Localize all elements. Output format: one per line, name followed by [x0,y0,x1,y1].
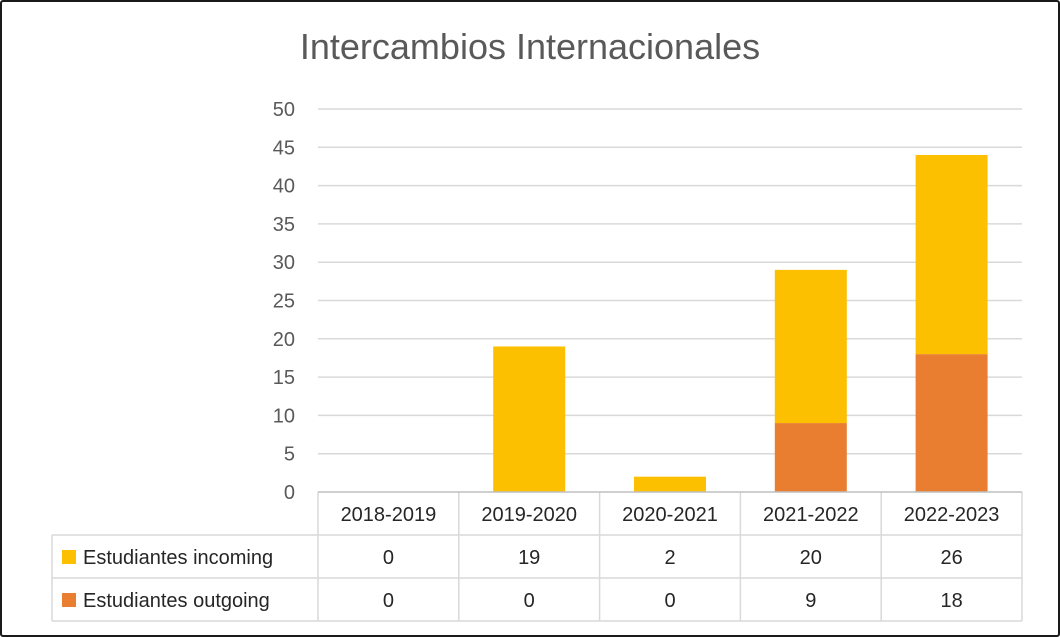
table-cell-value: 19 [518,547,540,569]
bar-incoming-2020-2021 [634,476,706,492]
y-tick-label: 5 [284,444,295,466]
bar-incoming-2021-2022 [774,269,847,424]
legend-swatch [62,593,76,607]
bar-incoming-2019-2020 [493,346,566,492]
legend-label: Estudiantes outgoing [83,590,270,612]
table-cell-value: 2 [664,547,675,569]
bar-incoming-2022-2023 [915,154,988,355]
y-tick-label: 30 [273,252,295,274]
x-tick-label: 2022-2023 [904,504,1000,526]
bar-outgoing-2021-2022 [774,423,847,492]
y-tick-label: 15 [273,367,295,389]
y-tick-label: 40 [273,176,295,198]
y-tick-label: 10 [273,405,295,427]
table-cell-value: 0 [664,590,675,612]
legend-label: Estudiantes incoming [83,547,273,569]
x-tick-label: 2019-2020 [481,504,577,526]
x-tick-label: 2021-2022 [763,504,859,526]
table-cell-value: 18 [940,590,962,612]
y-tick-label: 45 [273,137,295,159]
x-tick-label: 2020-2021 [622,504,718,526]
y-tick-label: 25 [273,291,295,313]
table-cell-value: 20 [800,547,822,569]
y-tick-label: 35 [273,214,295,236]
table-cell-value: 0 [383,547,394,569]
table-cell-value: 9 [805,590,816,612]
bar-outgoing-2022-2023 [915,354,988,492]
legend-swatch [62,550,76,564]
y-tick-label: 20 [273,329,295,351]
table-cell-value: 0 [383,590,394,612]
chart-title: Intercambios Internacionales [299,26,761,67]
table-cell-value: 26 [940,547,962,569]
y-tick-label: 0 [284,482,295,504]
y-tick-label: 50 [273,99,295,121]
table-cell-value: 0 [524,590,535,612]
x-tick-label: 2018-2019 [341,504,437,526]
